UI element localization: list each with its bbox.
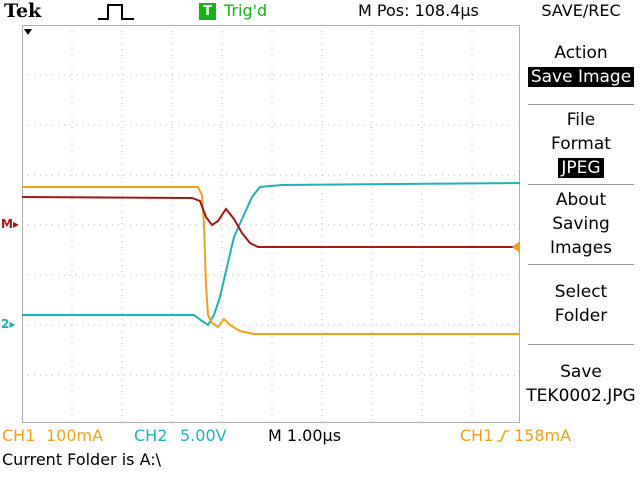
ch2-trace	[22, 182, 520, 327]
trigger-badge: T	[199, 3, 216, 20]
side-menu: Action Save Image File Format JPEG About…	[522, 24, 640, 424]
channel-status-bar: CH1 100mA CH2 5.00V M 1.00µs CH1 158mA	[0, 425, 640, 447]
save-label: Save	[560, 362, 602, 382]
about-label-line1: About	[555, 190, 607, 210]
position-readout: M Pos: 108.4µs	[358, 1, 479, 20]
action-label: Action	[554, 43, 608, 63]
ch1-scale: 100mA	[46, 426, 104, 445]
ch1-label: CH1	[2, 426, 36, 445]
trigger-source: CH1	[460, 426, 494, 445]
ch2-marker: 2▸	[1, 317, 16, 331]
pulse-icon	[98, 4, 134, 20]
about-label-line3: Images	[549, 238, 613, 258]
menu-divider	[528, 264, 634, 265]
current-folder-text: Current Folder is A:\	[2, 450, 162, 469]
action-value: Save Image	[527, 67, 635, 87]
save-button[interactable]: Save TEK0002.JPG	[522, 360, 640, 408]
file-format-value: JPEG	[558, 158, 604, 178]
waveform-display	[22, 25, 520, 423]
menu-divider	[528, 104, 634, 105]
file-format-label-line2: Format	[551, 134, 611, 154]
trigger-level: 158mA	[514, 426, 572, 445]
ch2-scale: 5.00V	[180, 426, 227, 445]
math-trace	[22, 196, 520, 248]
trigger-position-marker	[24, 29, 32, 35]
trigger-level-marker	[512, 241, 520, 253]
ch2-label: CH2	[134, 426, 168, 445]
brand-logo: Tek	[4, 0, 42, 22]
menu-divider	[528, 184, 634, 185]
ch1-trace	[22, 186, 520, 335]
about-label-line2: Saving	[552, 214, 610, 234]
select-folder-label-line1: Select	[554, 282, 608, 302]
file-format-label-line1: File	[566, 110, 596, 130]
file-format-menu-button[interactable]: File Format JPEG	[522, 108, 640, 180]
rising-edge-icon	[497, 430, 509, 442]
menu-divider	[528, 344, 634, 345]
trigger-status: Trig'd	[224, 1, 268, 20]
save-filename: TEK0002.JPG	[526, 386, 636, 406]
grid-lines	[22, 25, 520, 423]
action-menu-button[interactable]: Action Save Image	[522, 41, 640, 89]
menu-title: SAVE/REC	[541, 1, 621, 20]
select-folder-label-line2: Folder	[554, 306, 608, 326]
math-marker: M▸	[1, 217, 19, 231]
about-saving-images-button[interactable]: About Saving Images	[522, 188, 640, 260]
timebase-readout: M 1.00µs	[268, 426, 342, 445]
select-folder-button[interactable]: Select Folder	[522, 280, 640, 328]
